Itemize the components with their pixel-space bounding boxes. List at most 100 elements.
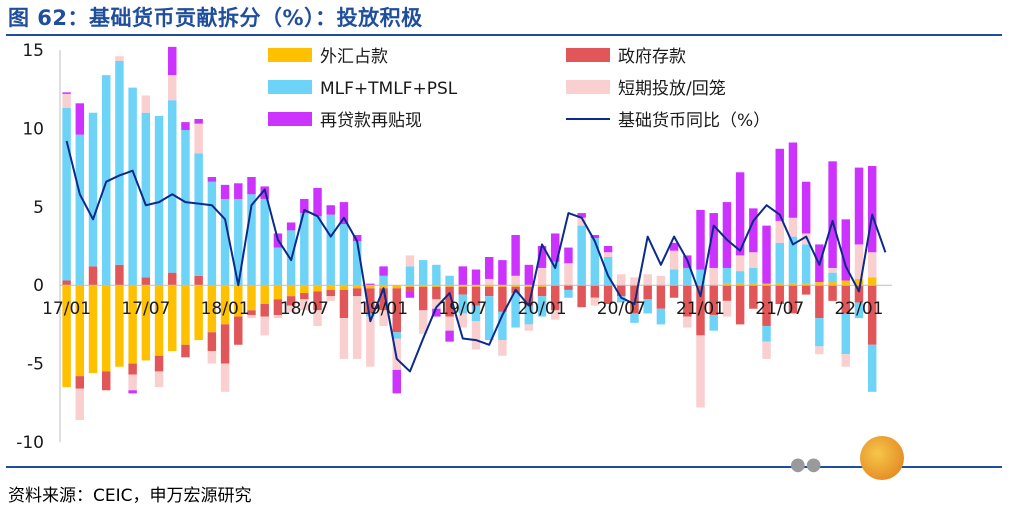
bar-short <box>696 335 705 408</box>
bar-short <box>141 95 151 113</box>
bar-gov <box>273 299 283 315</box>
legend-label-line: 基础货币同比（%） <box>618 111 770 131</box>
bar-gov <box>102 371 111 391</box>
line-base-money-yoy <box>65 140 887 373</box>
bar-gov <box>432 286 441 300</box>
bar-mlf <box>379 275 388 286</box>
bar-fx <box>154 285 164 356</box>
bar-fx <box>854 278 864 286</box>
legend-label-gov: 政府存款 <box>618 47 686 67</box>
watermark: ●● <box>790 436 1005 500</box>
bar-relend <box>313 187 322 217</box>
bar-relend <box>577 213 586 218</box>
bar-short <box>300 299 309 311</box>
bar-mlf <box>154 115 164 286</box>
bar-short <box>168 75 177 101</box>
bar-gov <box>775 285 784 305</box>
bar-gov <box>484 286 494 297</box>
bar-gov <box>617 285 626 297</box>
legend-label-fx: 外汇占款 <box>320 47 388 67</box>
chart-title: 图 62：基础货币贡献拆分（%）：投放积极 <box>8 6 423 30</box>
bar-fx <box>762 283 771 286</box>
bar-relend <box>458 266 468 286</box>
bar-mlf <box>128 87 137 286</box>
bar-relend <box>709 213 718 268</box>
bar-gov <box>115 264 124 286</box>
bar-gov <box>762 285 771 326</box>
bar-mlf <box>762 325 771 342</box>
bar-gov <box>656 285 666 309</box>
bar-fx <box>775 283 784 286</box>
bar-short <box>867 252 877 278</box>
bar-mlf <box>656 308 666 325</box>
bar-series <box>62 46 877 421</box>
bar-short <box>854 244 864 279</box>
bar-relend <box>352 235 362 242</box>
bar-short <box>484 278 494 286</box>
bar-gov <box>683 285 692 317</box>
bar-fx <box>511 285 520 287</box>
bar-relend <box>828 161 837 268</box>
bar-fx <box>326 285 335 290</box>
bar-fx <box>286 285 296 297</box>
bar-mlf <box>498 311 507 341</box>
bar-mlf <box>643 299 652 314</box>
bar-short <box>590 297 600 306</box>
bar-relend <box>669 242 679 251</box>
bar-relend <box>326 205 335 215</box>
bar-short <box>379 310 388 326</box>
bar-mlf <box>854 302 864 319</box>
bar-short <box>260 316 269 336</box>
bar-fx <box>867 277 877 286</box>
legend-swatch-mlf <box>268 80 312 94</box>
bar-mlf <box>775 242 784 284</box>
bar-gov <box>815 285 824 319</box>
bar-mlf <box>62 108 71 281</box>
bar-relend <box>537 246 547 268</box>
bar-gov <box>141 277 151 286</box>
bar-relend <box>749 208 758 253</box>
bar-mlf <box>669 269 679 286</box>
bar-gov <box>788 285 798 314</box>
bar-mlf <box>617 296 626 303</box>
bar-mlf <box>683 267 692 286</box>
bar-short <box>128 374 137 391</box>
bar-fx <box>405 285 415 287</box>
y-axis: 15 10 5 0 -5 -10 <box>16 41 61 453</box>
bar-fx <box>168 285 177 352</box>
bar-fx <box>458 285 468 287</box>
bar-mlf <box>445 275 454 286</box>
bar-gov <box>75 376 85 389</box>
y-tick-label: -5 <box>27 355 44 375</box>
bar-fx <box>181 285 190 345</box>
bar-relend <box>696 209 705 270</box>
bar-gov <box>524 286 534 306</box>
x-tick-label: 17/01 <box>42 299 91 319</box>
bar-short <box>273 314 283 319</box>
y-tick-label: -10 <box>16 433 44 453</box>
bar-fx <box>194 285 203 341</box>
bar-gov <box>392 288 401 333</box>
x-tick-label: 19/01 <box>359 299 408 319</box>
bar-short <box>603 252 613 257</box>
bar-mlf <box>484 296 494 341</box>
bar-short <box>788 217 798 237</box>
bar-short <box>537 267 547 286</box>
bar-mlf <box>234 198 243 286</box>
bar-gov <box>181 344 190 358</box>
bar-relend <box>247 177 256 195</box>
bar-gov <box>168 272 177 286</box>
bar-mlf <box>471 305 481 322</box>
bar-mlf <box>696 269 705 286</box>
bar-short <box>326 296 335 301</box>
x-tick-label: 22/01 <box>834 299 883 319</box>
bar-gov <box>709 285 718 315</box>
bar-mlf <box>326 214 335 286</box>
bar-gov <box>234 316 243 345</box>
bar-short <box>445 316 454 331</box>
bar-fx <box>62 285 71 388</box>
bar-short <box>669 250 679 270</box>
bar-fx <box>88 285 98 374</box>
bar-fx <box>524 285 534 287</box>
